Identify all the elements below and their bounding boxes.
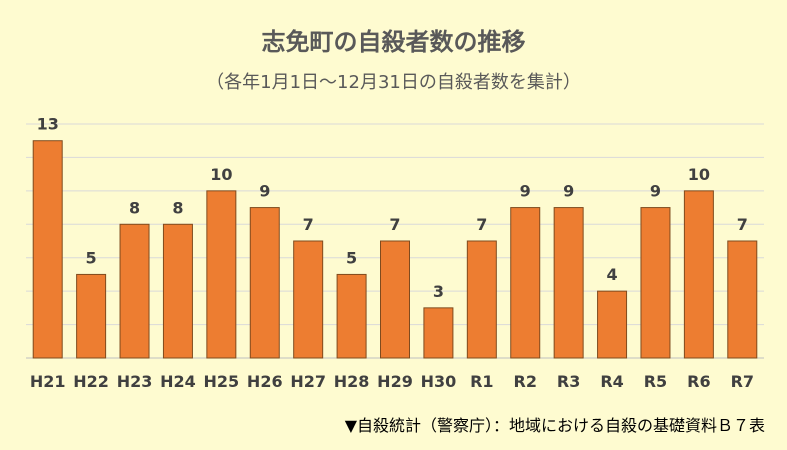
x-tick-H23: H23 bbox=[117, 372, 153, 391]
x-tick-R5: R5 bbox=[644, 372, 667, 391]
x-tick-H25: H25 bbox=[204, 372, 240, 391]
bar-R3 bbox=[553, 207, 584, 359]
x-tick-R4: R4 bbox=[600, 372, 623, 391]
x-tick-R2: R2 bbox=[514, 372, 537, 391]
data-label-H29: 7 bbox=[389, 215, 400, 234]
data-label-H27: 7 bbox=[303, 215, 314, 234]
bar-H27 bbox=[293, 240, 324, 359]
bar-H30 bbox=[423, 307, 454, 359]
data-label-H30: 3 bbox=[433, 282, 444, 301]
bar-R1 bbox=[466, 240, 497, 359]
data-label-R1: 7 bbox=[476, 215, 487, 234]
bar-H21 bbox=[32, 140, 63, 359]
bars bbox=[32, 140, 758, 359]
bar-H28 bbox=[336, 273, 367, 359]
bar-R4 bbox=[597, 290, 628, 359]
bar-R2 bbox=[510, 207, 541, 359]
x-tick-R7: R7 bbox=[731, 372, 754, 391]
x-tick-H26: H26 bbox=[247, 372, 283, 391]
bar-H25 bbox=[206, 190, 237, 359]
data-label-H23: 8 bbox=[129, 198, 140, 217]
data-label-R4: 4 bbox=[606, 265, 617, 284]
x-tick-H27: H27 bbox=[290, 372, 326, 391]
data-label-H26: 9 bbox=[259, 182, 270, 201]
bar-R6 bbox=[683, 190, 714, 359]
bar-H29 bbox=[380, 240, 410, 359]
chart-title: 志免町の自殺者数の推移 bbox=[261, 28, 526, 56]
bar-H26 bbox=[249, 207, 280, 359]
bar-R7 bbox=[727, 240, 758, 359]
x-tick-H28: H28 bbox=[334, 372, 370, 391]
bar-R5 bbox=[640, 207, 671, 359]
data-label-H28: 5 bbox=[346, 248, 357, 267]
chart-subtitle: （各年1月1日～12月31日の自殺者数を集計） bbox=[206, 72, 581, 93]
data-label-R3: 9 bbox=[563, 182, 574, 201]
data-label-H25: 10 bbox=[210, 165, 232, 184]
data-label-R6: 10 bbox=[688, 165, 710, 184]
x-tick-H21: H21 bbox=[30, 372, 66, 391]
x-tick-H30: H30 bbox=[421, 372, 457, 391]
x-tick-labels: H21 H22 H23 H24 H25 H26 H27 H28 H29 H30 R1 R2 R3 R4 R5… bbox=[30, 372, 754, 391]
bar-H24 bbox=[162, 223, 193, 359]
bar-H23 bbox=[119, 223, 150, 359]
x-tick-H22: H22 bbox=[73, 372, 109, 391]
data-label-H21: 13 bbox=[37, 115, 59, 134]
data-label-R2: 9 bbox=[520, 182, 531, 201]
x-tick-R6: R6 bbox=[687, 372, 710, 391]
x-tick-H29: H29 bbox=[377, 372, 413, 391]
data-labels: 13 5 8 8 10 9 7 5 7 3 7 9 9 4 9 10 7 bbox=[37, 115, 748, 301]
data-label-H22: 5 bbox=[86, 248, 97, 267]
bar-H22 bbox=[76, 273, 107, 359]
x-tick-H24: H24 bbox=[160, 372, 196, 391]
source-note: ▼自殺統計（警察庁）：地域における自殺の基礎資料Ｂ７表 bbox=[344, 416, 765, 435]
data-label-R5: 9 bbox=[650, 182, 661, 201]
data-label-R7: 7 bbox=[737, 215, 748, 234]
x-tick-R3: R3 bbox=[557, 372, 580, 391]
data-label-H24: 8 bbox=[172, 198, 183, 217]
x-tick-R1: R1 bbox=[470, 372, 493, 391]
